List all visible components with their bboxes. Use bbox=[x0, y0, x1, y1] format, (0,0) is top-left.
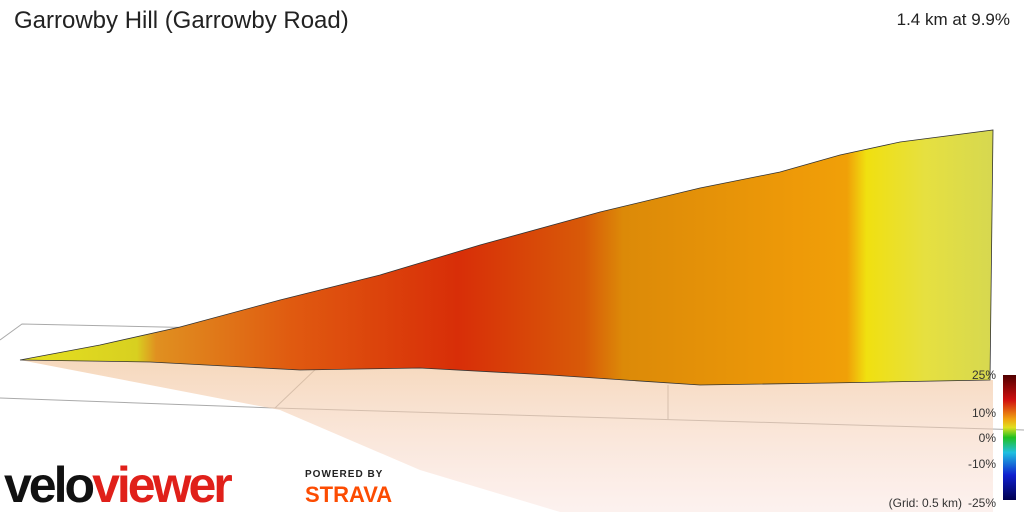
legend: 25% 10% 0% -10% -25% (Grid: 0.5 km) bbox=[889, 368, 997, 510]
grid-note: (Grid: 0.5 km) bbox=[889, 496, 962, 510]
legend-label: 25% bbox=[972, 368, 996, 382]
powered-by: POWERED BY bbox=[305, 469, 383, 480]
profile-reflection bbox=[20, 360, 993, 512]
logo-velo: velo bbox=[4, 457, 94, 512]
color-scale bbox=[1003, 375, 1016, 500]
title: Garrowby Hill (Garrowby Road) bbox=[14, 7, 349, 34]
legend-label: 10% bbox=[972, 406, 996, 420]
legend-label: -25% bbox=[968, 496, 996, 510]
logo-viewer: viewer bbox=[92, 457, 232, 512]
profile-surface bbox=[19, 129, 994, 386]
legend-label: 0% bbox=[979, 431, 997, 445]
legend-label: -10% bbox=[968, 457, 996, 471]
logo: veloviewer bbox=[4, 457, 232, 512]
strava-logo: STRAVA bbox=[305, 482, 392, 507]
stats: 1.4 km at 9.9% bbox=[897, 10, 1010, 29]
